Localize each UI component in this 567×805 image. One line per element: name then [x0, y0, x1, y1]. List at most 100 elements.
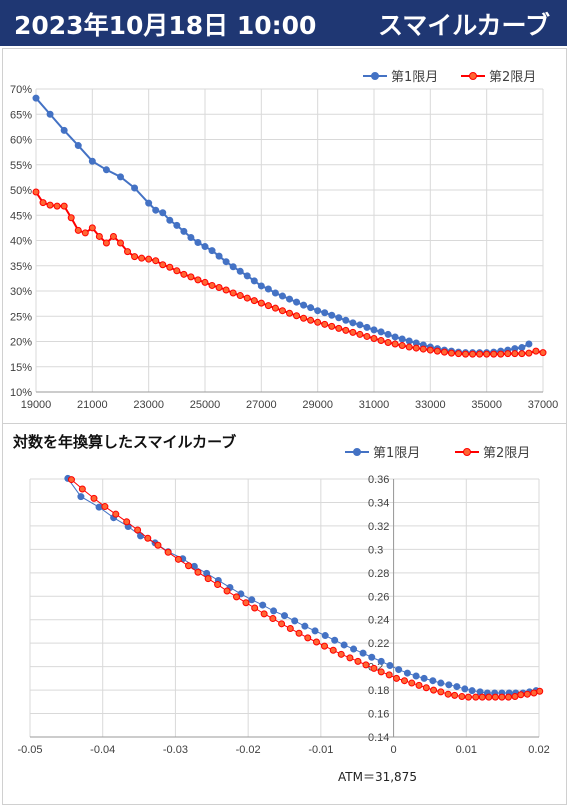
data-point-2	[398, 342, 406, 350]
y-tick-label: 45%	[10, 210, 32, 222]
data-point-2	[264, 302, 272, 310]
legend-marker-1	[371, 72, 379, 80]
data-point-2	[476, 350, 484, 358]
data-point-1	[215, 252, 223, 260]
x-tick-label: 0.01	[456, 744, 477, 756]
log-smile-curve-chart: 0.140.160.180.20.220.240.260.280.30.320.…	[17, 446, 549, 784]
data-point-2	[392, 674, 400, 682]
data-point-1	[429, 677, 437, 685]
data-point-1	[445, 681, 453, 689]
data-point-2	[405, 343, 413, 351]
data-point-2	[408, 679, 416, 687]
data-point-2	[229, 289, 237, 297]
data-point-1	[349, 319, 357, 327]
y-tick-label: 15%	[10, 362, 32, 374]
data-point-2	[242, 599, 250, 607]
data-point-2	[222, 286, 230, 294]
y-tick-label: 0.16	[368, 709, 389, 721]
data-point-2	[415, 681, 423, 689]
data-point-2	[437, 688, 445, 696]
legend-label-2: 第2限月	[483, 446, 530, 461]
data-point-2	[257, 299, 265, 307]
data-point-2	[530, 689, 538, 697]
data-point-2	[422, 684, 430, 692]
data-point-2	[159, 261, 167, 269]
y-tick-label: 0.24	[368, 615, 389, 627]
data-point-2	[194, 568, 202, 576]
data-point-2	[39, 199, 47, 207]
data-point-1	[340, 641, 348, 649]
data-point-2	[536, 687, 544, 695]
data-point-1	[46, 110, 54, 118]
y-tick-label: 60%	[10, 135, 32, 147]
y-tick-label: 40%	[10, 236, 32, 248]
data-point-2	[109, 232, 117, 240]
data-point-1	[359, 649, 367, 657]
page-title: 2023年10月18日 10:00	[14, 11, 317, 40]
legend-label-2: 第2限月	[489, 70, 536, 85]
data-point-2	[278, 307, 286, 315]
y-tick-label: 25%	[10, 311, 32, 323]
data-point-2	[145, 255, 153, 263]
legend-marker-2	[469, 72, 477, 80]
y-tick-label: 0.28	[368, 568, 389, 580]
data-point-1	[453, 683, 461, 691]
data-point-1	[250, 277, 258, 285]
series-line-1	[35, 97, 530, 354]
data-point-1	[342, 316, 350, 324]
data-point-2	[523, 690, 531, 698]
data-point-2	[356, 330, 364, 338]
data-point-2	[444, 690, 452, 698]
data-point-2	[472, 693, 480, 701]
legend-label-1: 第1限月	[373, 446, 420, 461]
data-point-2	[214, 581, 222, 589]
data-point-2	[497, 350, 505, 358]
data-point-1	[403, 669, 411, 677]
data-point-2	[328, 322, 336, 330]
data-point-1	[398, 335, 406, 343]
data-point-2	[60, 202, 68, 210]
data-point-2	[320, 642, 328, 650]
x-tick-label: 19000	[21, 399, 52, 411]
x-tick-label: 29000	[302, 399, 333, 411]
data-point-2	[400, 677, 408, 685]
data-point-1	[331, 636, 339, 644]
data-point-2	[32, 188, 40, 196]
x-tick-label: 35000	[471, 399, 502, 411]
data-point-2	[532, 347, 540, 355]
legend-label-1: 第1限月	[391, 70, 438, 85]
data-point-2	[88, 224, 96, 232]
header-bar: 2023年10月18日 10:00 スマイルカーブ	[0, 0, 567, 46]
data-point-2	[518, 350, 526, 358]
legend-marker-1	[353, 448, 361, 456]
data-point-1	[395, 666, 403, 674]
data-point-1	[243, 272, 251, 280]
data-point-1	[368, 653, 376, 661]
data-point-1	[350, 645, 358, 653]
data-point-2	[511, 693, 519, 701]
data-point-1	[301, 622, 309, 630]
data-point-2	[490, 350, 498, 358]
x-tick-label: 27000	[246, 399, 277, 411]
data-point-1	[270, 607, 278, 615]
y-tick-label: 35%	[10, 261, 32, 273]
data-point-1	[88, 157, 96, 165]
chart-panel-strike: 10% 15% 20% 25% 30% 35% 40% 45% 50% 55% 60% 65% 70% 1…	[2, 48, 567, 424]
x-tick-label: -0.03	[163, 744, 188, 756]
data-point-1	[335, 314, 343, 322]
x-tick-label: -0.01	[308, 744, 333, 756]
data-point-1	[187, 233, 195, 241]
x-tick-label: 33000	[415, 399, 446, 411]
data-point-1	[286, 295, 293, 303]
y-tick-label: 0.22	[368, 638, 389, 650]
data-point-2	[433, 347, 441, 355]
data-point-1	[173, 221, 181, 229]
data-point-1	[291, 617, 299, 625]
page-subtitle: スマイルカーブ	[378, 11, 551, 40]
data-point-1	[117, 173, 124, 181]
data-point-1	[74, 142, 82, 150]
x-tick-label: 0.02	[528, 744, 549, 756]
data-point-2	[174, 555, 182, 563]
data-point-1	[356, 321, 364, 329]
data-point-1	[461, 685, 469, 693]
